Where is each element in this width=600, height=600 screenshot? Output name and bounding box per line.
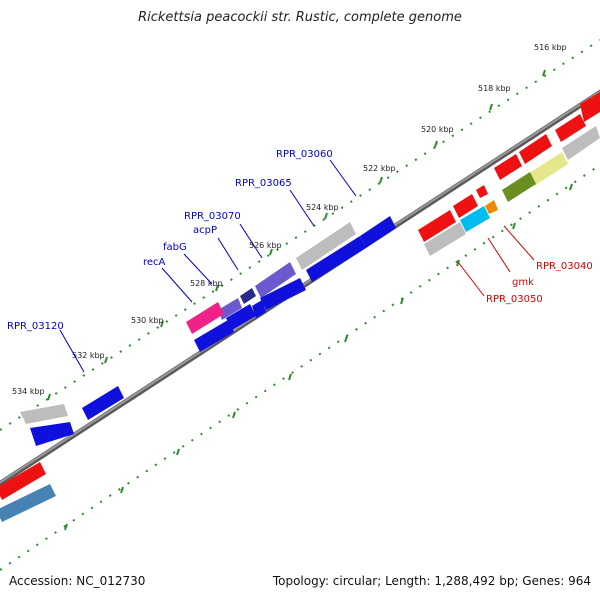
gene-label-acpp: acpP: [193, 225, 217, 236]
gene-label-rpr-03040: RPR_03040: [536, 261, 593, 272]
gene-block: [528, 152, 568, 186]
gene-block: [306, 236, 366, 282]
gene-block: [252, 300, 266, 318]
gene-block: [476, 185, 488, 198]
tick-labels: 516 kbp 518 kbp 520 kbp 522 kbp 524 kbp …: [12, 43, 567, 396]
genome-summary-text: Topology: circular; Length: 1,288,492 bp…: [272, 574, 591, 588]
tick-label-528: 528 kbp: [190, 279, 223, 288]
gene-block: [296, 222, 356, 270]
gene-block: [240, 288, 256, 304]
gene-block: [562, 126, 600, 160]
tick-label-532: 532 kbp: [72, 351, 105, 360]
gene-block: [30, 422, 74, 446]
reverse-strand-genes: [0, 126, 600, 522]
tick-label-518: 518 kbp: [478, 84, 511, 93]
forward-label-leaders: [59, 159, 357, 373]
reverse-label-leaders: [457, 225, 535, 297]
gene-block: [20, 404, 68, 424]
gene-block: [255, 262, 296, 298]
tick-track-inner: [0, 39, 600, 431]
gene-block: [0, 484, 56, 522]
tick-label-530: 530 kbp: [131, 316, 164, 325]
gene-block: [360, 216, 396, 248]
tick-label-526: 526 kbp: [249, 241, 282, 250]
gene-label-rpr-03050: RPR_03050: [486, 294, 543, 305]
gene-block: [82, 386, 124, 420]
forward-strand-genes: [0, 92, 600, 500]
gene-block: [519, 134, 552, 164]
gene-label-rpr-03070: RPR_03070: [184, 211, 241, 222]
accession-text: Accession: NC_012730: [9, 574, 146, 588]
gene-block: [555, 114, 586, 142]
tick-label-516: 516 kbp: [534, 43, 567, 52]
major-ticks-inner: [47, 69, 546, 401]
gene-label-rpr-03060: RPR_03060: [276, 149, 333, 160]
tick-label-534: 534 kbp: [12, 387, 45, 396]
gene-block: [494, 154, 522, 180]
gene-block: [218, 298, 242, 320]
gene-label-rpr-03065: RPR_03065: [235, 178, 292, 189]
gene-block: [424, 222, 466, 256]
gene-label-rpr-03120: RPR_03120: [7, 321, 64, 332]
reverse-gene-labels: RPR_03040 gmk RPR_03050: [486, 261, 593, 305]
gene-block: [226, 304, 256, 330]
gene-block: [485, 200, 498, 214]
gene-block: [194, 320, 234, 352]
gene-block: [580, 92, 600, 122]
gene-block: [502, 172, 536, 202]
gene-block: [260, 278, 306, 310]
gene-label-gmk: gmk: [512, 277, 534, 288]
gene-block: [460, 206, 490, 232]
gene-block: [418, 210, 456, 242]
map-title: Rickettsia peacockii str. Rustic, comple…: [138, 10, 462, 25]
tick-label-524: 524 kbp: [306, 203, 339, 212]
tick-label-520: 520 kbp: [421, 125, 454, 134]
gene-block: [453, 194, 478, 218]
gene-label-fabg: fabG: [163, 242, 187, 253]
gene-block: [0, 462, 46, 500]
tick-track-outer: [0, 164, 600, 571]
tick-label-522: 522 kbp: [363, 164, 396, 173]
major-ticks-outer: [64, 183, 573, 531]
gene-block: [186, 302, 224, 334]
forward-gene-labels: RPR_03060 RPR_03065 RPR_03070 acpP fabG …: [7, 149, 333, 332]
gene-label-reca: recA: [143, 257, 166, 268]
